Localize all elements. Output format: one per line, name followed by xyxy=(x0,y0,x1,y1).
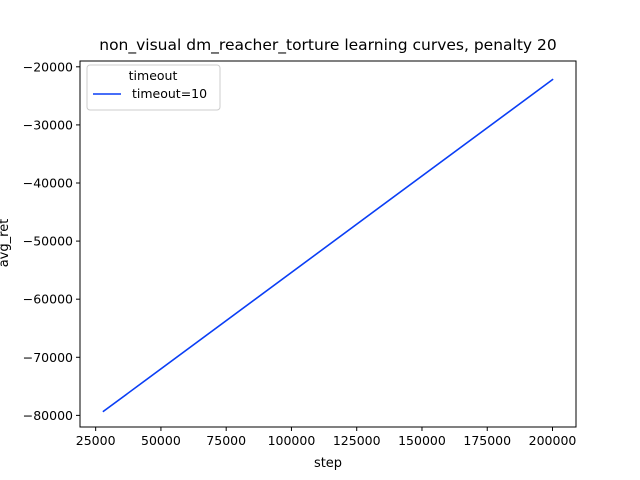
x-tick-label: 50000 xyxy=(141,433,181,448)
legend-box xyxy=(86,64,221,111)
x-tick-label: 175000 xyxy=(463,433,511,448)
plot-area: 25000 50000 75000 100000 125000 150000 175000 2… xyxy=(23,59,577,448)
x-tick-label: 200000 xyxy=(529,433,577,448)
x-axis-label: step xyxy=(314,456,342,471)
y-tick-label: −50000 xyxy=(23,234,73,249)
y-tick-label: −60000 xyxy=(23,292,73,307)
x-tick-label: 150000 xyxy=(398,433,446,448)
y-tick-label: −80000 xyxy=(23,408,73,423)
x-tick-label: 125000 xyxy=(333,433,381,448)
legend-title: timeout xyxy=(129,68,178,83)
y-tick-label: −40000 xyxy=(23,176,73,191)
legend: timeout timeout=10 xyxy=(86,64,221,111)
y-tick-label: −20000 xyxy=(23,59,73,74)
y-axis-label: avg_ret xyxy=(0,219,12,268)
y-tick-label: −70000 xyxy=(23,350,73,365)
axes-frame xyxy=(79,60,577,428)
series-line-0 xyxy=(102,78,554,413)
x-tick-label: 25000 xyxy=(76,433,116,448)
chart-title: non_visual dm_reacher_torture learning c… xyxy=(99,36,557,55)
legend-entry-label: timeout=10 xyxy=(132,86,207,101)
y-tick-label: −30000 xyxy=(23,117,73,132)
x-tick-label: 100000 xyxy=(268,433,316,448)
x-tick-label: 75000 xyxy=(206,433,246,448)
